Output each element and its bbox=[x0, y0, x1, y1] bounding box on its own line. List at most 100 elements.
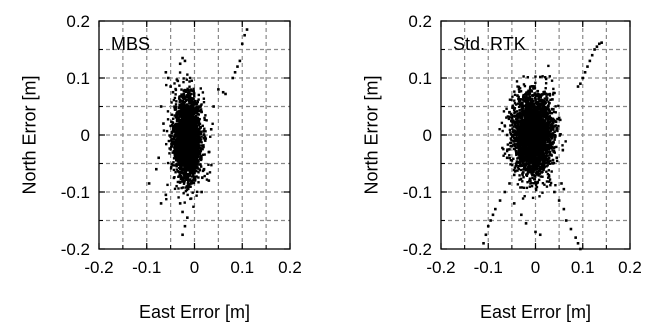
mbs-data-point bbox=[188, 179, 192, 182]
mbs-data-point bbox=[186, 144, 190, 148]
mbs-data-point bbox=[195, 116, 198, 119]
std-rtk-data-point bbox=[520, 160, 524, 163]
mbs-data-point bbox=[196, 121, 199, 124]
mbs-data-point bbox=[185, 112, 188, 115]
mbs-data-point bbox=[176, 79, 180, 83]
mbs-data-point bbox=[181, 110, 184, 113]
mbs-data-point bbox=[182, 155, 186, 158]
std-rtk-data-point bbox=[518, 108, 521, 112]
std-rtk-data-point bbox=[543, 119, 546, 122]
mbs-data-point bbox=[166, 183, 169, 187]
mbs-data-point bbox=[178, 173, 182, 176]
mbs-data-point bbox=[174, 103, 178, 106]
mbs-data-point bbox=[184, 115, 188, 118]
mbs-data-point bbox=[176, 180, 180, 184]
mbs-data-point bbox=[186, 216, 189, 219]
mbs-data-point bbox=[179, 95, 182, 98]
std-rtk-data-point bbox=[522, 113, 525, 117]
mbs-data-point bbox=[178, 84, 181, 87]
mbs-data-point bbox=[201, 153, 205, 157]
mbs-data-point bbox=[183, 145, 186, 148]
mbs-data-point bbox=[186, 92, 190, 95]
mbs-data-point bbox=[195, 194, 198, 197]
mbs-data-point bbox=[178, 150, 182, 153]
mbs-data-point bbox=[181, 119, 185, 122]
mbs-data-point bbox=[185, 89, 188, 92]
mbs-data-point bbox=[187, 90, 191, 93]
std-rtk-data-point bbox=[531, 173, 534, 177]
mbs-data-point bbox=[204, 114, 207, 117]
mbs-data-point bbox=[199, 165, 203, 168]
mbs-data-point bbox=[193, 179, 197, 182]
mbs-data-point bbox=[183, 97, 187, 100]
mbs-data-point bbox=[198, 157, 202, 161]
std-rtk-data-point bbox=[513, 99, 516, 102]
std-rtk-data-point bbox=[510, 133, 513, 136]
std-rtk-panel: -0.2 -0.1 0 0.1 0.2-0.2-0.100.10.2 Std. RTK … bbox=[361, 12, 642, 322]
mbs-data-point bbox=[178, 62, 182, 66]
std-rtk-data-point bbox=[544, 87, 547, 90]
mbs-data-point bbox=[174, 171, 177, 174]
mbs-data-point bbox=[193, 135, 197, 138]
mbs-data-point bbox=[173, 114, 176, 117]
mbs-data-point bbox=[184, 95, 188, 99]
mbs-data-point bbox=[211, 122, 214, 125]
mbs-data-point bbox=[188, 80, 191, 83]
mbs-data-point bbox=[185, 178, 188, 182]
mbs-data-point bbox=[175, 131, 178, 135]
std-rtk-data-point bbox=[514, 125, 518, 128]
std-rtk-data-point bbox=[555, 145, 558, 149]
mbs-data-point bbox=[176, 163, 180, 167]
mbs-data-point bbox=[198, 131, 202, 134]
std-rtk-data-point bbox=[521, 197, 525, 200]
std-rtk-data-point bbox=[519, 177, 523, 181]
mbs-data-point bbox=[180, 156, 184, 159]
std-rtk-data-point bbox=[524, 108, 527, 111]
mbs-data-point bbox=[197, 119, 200, 123]
mbs-data-point bbox=[183, 117, 186, 120]
mbs-data-point bbox=[195, 137, 198, 141]
mbs-data-point bbox=[190, 150, 193, 153]
mbs-y-tick-label: 0.2 bbox=[66, 12, 90, 31]
mbs-data-point bbox=[236, 65, 239, 68]
std-rtk-data-point bbox=[546, 118, 549, 122]
std-rtk-data-point bbox=[535, 185, 539, 189]
std-rtk-data-point bbox=[547, 131, 551, 135]
mbs-data-point bbox=[186, 94, 190, 98]
mbs-data-point bbox=[181, 168, 184, 172]
std-rtk-data-point bbox=[547, 150, 550, 154]
mbs-data-point bbox=[190, 133, 194, 136]
mbs-data-point bbox=[169, 135, 172, 139]
mbs-data-point bbox=[180, 114, 183, 118]
mbs-data-point bbox=[187, 117, 190, 121]
mbs-data-point bbox=[175, 119, 179, 123]
mbs-data-point bbox=[195, 150, 199, 153]
std-rtk-data-point bbox=[551, 149, 554, 152]
mbs-data-point bbox=[178, 109, 181, 113]
mbs-data-point bbox=[181, 164, 184, 167]
std-rtk-data-point bbox=[512, 119, 515, 122]
std-rtk-data-point bbox=[517, 147, 521, 151]
mbs-data-point bbox=[245, 28, 249, 31]
std-rtk-data-point bbox=[543, 183, 546, 186]
mbs-data-point bbox=[183, 123, 186, 126]
std-rtk-data-point bbox=[542, 104, 546, 107]
mbs-data-point bbox=[172, 98, 176, 102]
mbs-data-point bbox=[182, 134, 185, 137]
mbs-data-point bbox=[183, 181, 186, 184]
std-rtk-data-point bbox=[518, 161, 522, 164]
mbs-data-point bbox=[184, 146, 188, 149]
std-rtk-data-point bbox=[517, 167, 520, 171]
mbs-data-point bbox=[217, 88, 220, 91]
mbs-data-point bbox=[171, 127, 175, 131]
mbs-data-point bbox=[199, 154, 203, 158]
std-rtk-data-point bbox=[505, 149, 509, 153]
std-rtk-data-point bbox=[545, 165, 548, 168]
mbs-data-point bbox=[173, 164, 176, 167]
mbs-data-point bbox=[199, 108, 203, 111]
mbs-data-point bbox=[173, 129, 176, 133]
mbs-data-point bbox=[200, 190, 203, 194]
std-rtk-data-point bbox=[527, 92, 531, 95]
mbs-data-point bbox=[182, 156, 185, 160]
std-rtk-data-point bbox=[524, 104, 528, 107]
